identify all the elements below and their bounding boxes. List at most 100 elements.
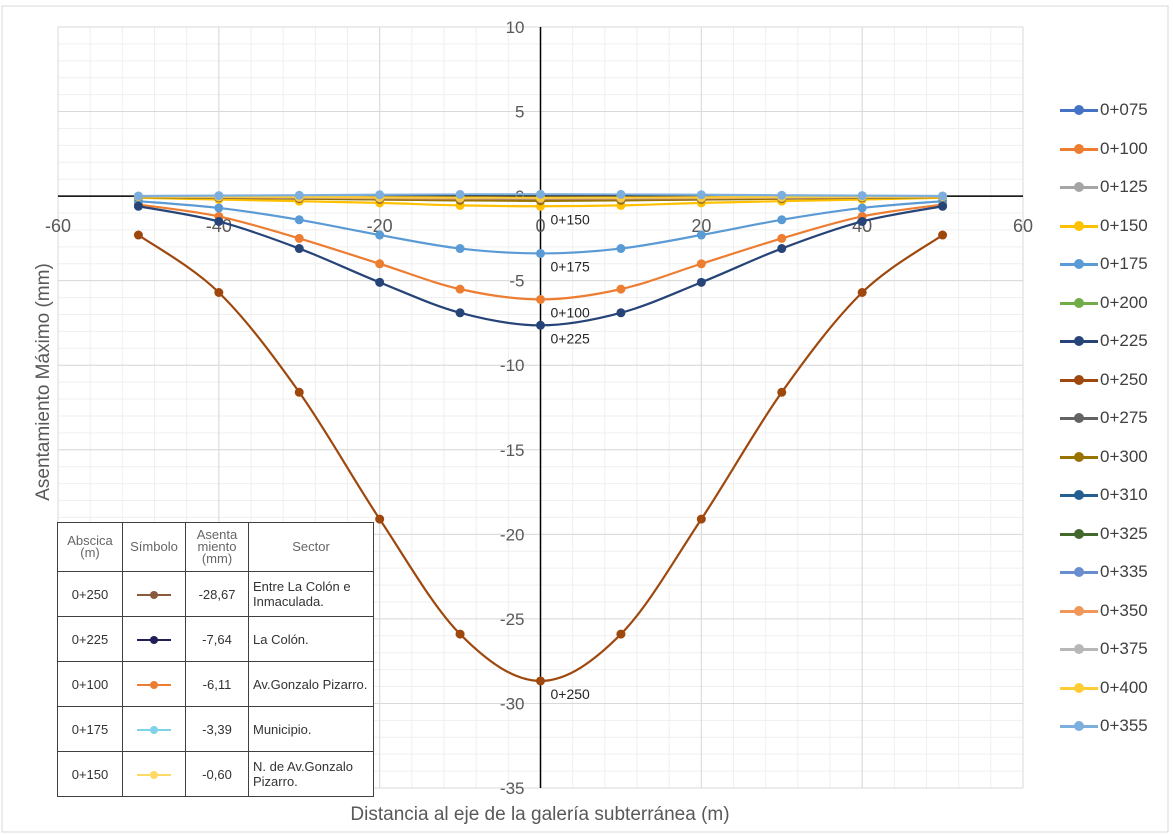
data-label: 0+150 (551, 211, 591, 227)
cell-asentamiento: -28,67 (185, 571, 249, 617)
y-tick-label: -20 (500, 525, 525, 544)
legend-label: 0+075 (1100, 100, 1148, 119)
data-point (294, 215, 304, 225)
cell-sector: Entre La Colón e Inmaculada. (248, 571, 374, 617)
legend-label: 0+350 (1100, 600, 1148, 620)
data-point (294, 190, 304, 200)
data-point (455, 189, 465, 199)
data-point (375, 277, 385, 287)
symbol-marker (137, 725, 171, 735)
legend-item: 0+400 (1060, 678, 1148, 698)
summary-table: Abscica (m) Símbolo Asenta miento (mm) S… (57, 522, 374, 797)
chart-border (1, 5, 1169, 833)
legend-swatch (1060, 100, 1098, 120)
data-point (133, 230, 143, 240)
cell-asentamiento: -0,60 (185, 751, 249, 797)
data-point (294, 244, 304, 254)
x-tick-label: 0 (535, 216, 545, 236)
legend-swatch (1060, 601, 1098, 621)
data-point (536, 294, 545, 304)
data-point (777, 233, 787, 243)
table-row: 0+150 -0,60 N. de Av.Gonzalo Pizarro. (57, 751, 374, 797)
data-point (536, 248, 545, 258)
x-tick-label: -40 (206, 216, 232, 236)
data-label: 0+225 (551, 330, 591, 346)
legend-label: 0+150 (1100, 215, 1148, 235)
cell-simbolo (122, 751, 186, 797)
data-label: 0+250 (551, 686, 591, 702)
legend-label: 0+335 (1100, 562, 1148, 581)
legend-item: 0+225 (1060, 331, 1148, 351)
symbol-marker (137, 635, 171, 645)
legend-label: 0+225 (1100, 331, 1148, 350)
cell-simbolo (122, 616, 186, 662)
legend-label: 0+325 (1100, 523, 1148, 543)
header-asentamiento: Asenta miento (mm) (185, 522, 249, 572)
data-point (294, 387, 304, 397)
legend-item: 0+125 (1060, 177, 1148, 197)
legend-label: 0+175 (1100, 254, 1148, 273)
legend-swatch (1060, 139, 1098, 159)
data-label: 0+175 (551, 258, 591, 274)
legend-swatch (1060, 639, 1098, 659)
table-row: 0+225 -7,64 La Colón. (57, 616, 374, 662)
data-point (857, 203, 867, 213)
header-simbolo: Símbolo (122, 522, 186, 572)
data-point (294, 233, 304, 243)
legend-label: 0+125 (1100, 177, 1148, 196)
data-point (857, 288, 867, 298)
data-point (214, 191, 224, 201)
data-point (938, 230, 948, 240)
x-tick-label: -60 (45, 216, 71, 236)
legend-label: 0+100 (1100, 138, 1148, 158)
symbol-marker (137, 680, 171, 690)
cell-abscisa: 0+250 (57, 571, 123, 617)
y-tick-label: -25 (500, 610, 525, 629)
y-axis-title: Asentamiento Máximo (mm) (33, 263, 54, 501)
cell-sector: Municipio. (248, 706, 374, 752)
data-point (696, 259, 706, 269)
legend-label: 0+300 (1100, 446, 1148, 466)
legend-item: 0+300 (1060, 447, 1148, 467)
cell-asentamiento: -3,39 (185, 706, 249, 752)
cell-asentamiento: -6,11 (185, 661, 249, 707)
data-point (133, 201, 143, 211)
legend-swatch (1060, 177, 1098, 197)
data-point (857, 216, 867, 226)
cell-simbolo (122, 661, 186, 707)
legend-swatch (1060, 254, 1098, 274)
data-point (375, 190, 385, 200)
cell-simbolo (122, 706, 186, 752)
legend-swatch (1060, 678, 1098, 698)
legend-item: 0+275 (1060, 408, 1148, 428)
legend-label: 0+200 (1100, 292, 1148, 312)
data-point (536, 676, 545, 686)
legend-item: 0+375 (1060, 639, 1148, 659)
legend-swatch (1060, 331, 1098, 351)
y-tick-label: -5 (509, 272, 524, 291)
data-point (616, 308, 626, 318)
legend-swatch (1060, 716, 1098, 736)
cell-simbolo (122, 571, 186, 617)
data-point (455, 308, 465, 318)
legend-swatch (1060, 293, 1098, 313)
legend-item: 0+355 (1060, 716, 1148, 736)
data-point (696, 230, 706, 240)
data-point (857, 191, 867, 201)
data-point (616, 244, 626, 254)
data-point (777, 387, 787, 397)
data-point (455, 284, 465, 294)
data-point (133, 191, 143, 201)
y-tick-label: 5 (515, 103, 524, 122)
x-tick-label: -20 (367, 216, 393, 236)
cell-sector: N. de Av.Gonzalo Pizarro. (248, 751, 374, 797)
table-row: 0+250 -28,67 Entre La Colón e Inmaculada… (57, 571, 374, 617)
y-tick-label: -35 (500, 779, 525, 798)
data-point (777, 215, 787, 225)
y-tick-label: -30 (500, 694, 525, 713)
header-sector: Sector (248, 522, 374, 572)
data-point (777, 244, 787, 254)
y-tick-label: -10 (500, 356, 525, 375)
